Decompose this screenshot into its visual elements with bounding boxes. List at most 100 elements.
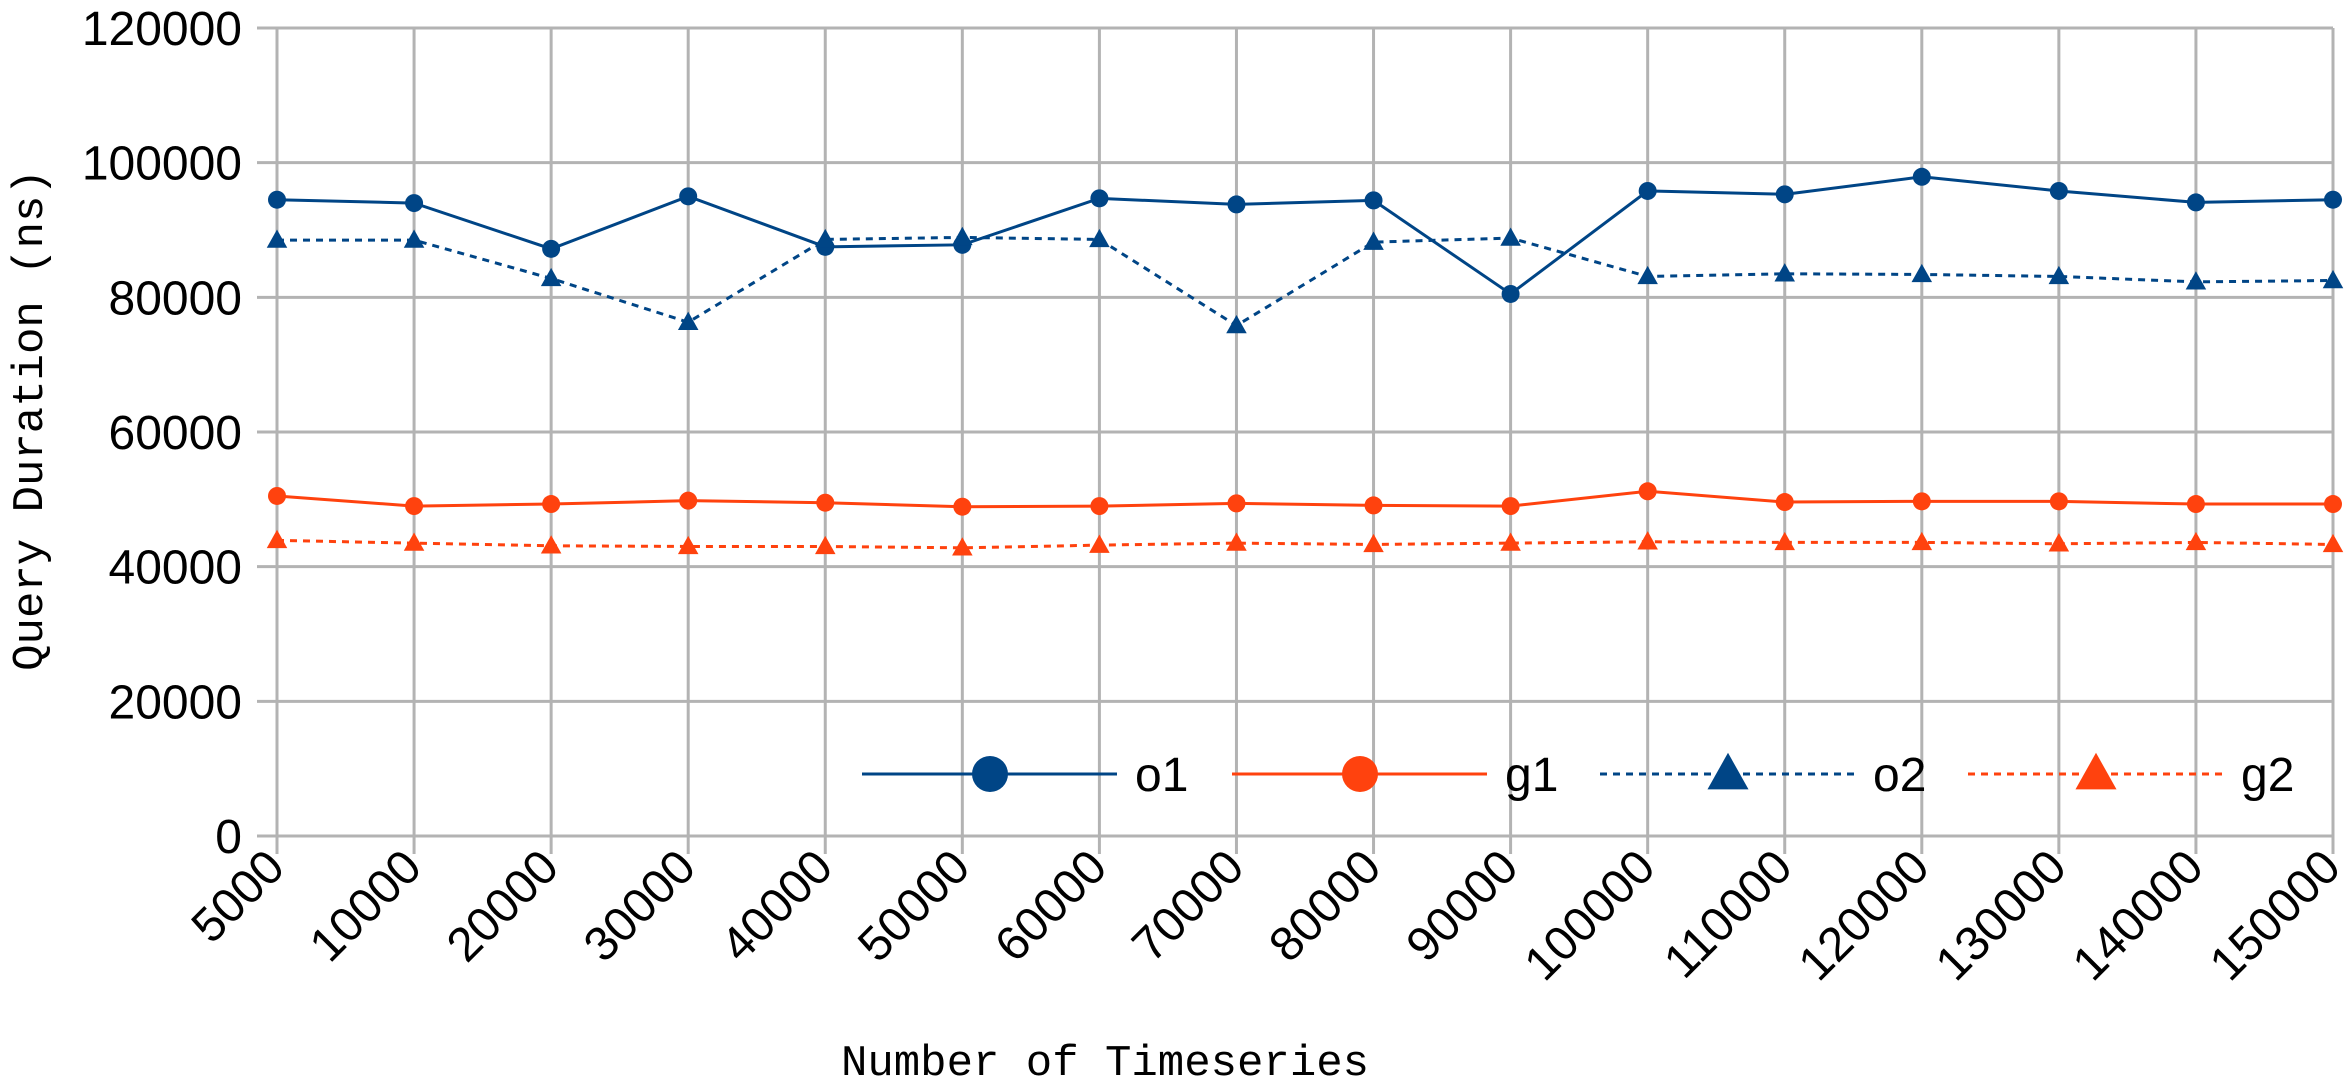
data-point-o2	[2185, 271, 2207, 290]
grid-lines	[257, 26, 2335, 854]
data-point-g2	[1774, 531, 1795, 551]
data-point-o2	[677, 311, 699, 330]
x-tick-label: 130000	[1926, 840, 2077, 991]
y-tick-label: 120000	[82, 3, 242, 56]
y-tick-label: 40000	[109, 542, 242, 595]
x-tick-label: 50000	[848, 840, 980, 972]
y-axis-title: Query Duration (ns)	[6, 169, 56, 671]
data-point-g2	[1911, 531, 1933, 551]
data-point-g2	[1500, 532, 1521, 551]
data-point-g2	[1637, 531, 1658, 550]
data-point-o1	[405, 194, 424, 213]
data-point-g2	[1363, 533, 1384, 553]
data-point-g2	[1226, 532, 1247, 551]
x-tick-label: 60000	[985, 840, 1117, 972]
x-tick-label: 120000	[1789, 840, 1940, 991]
data-point-g2	[540, 535, 562, 554]
x-tick-label: 100000	[1515, 840, 1666, 991]
data-point-g1	[1364, 496, 1383, 515]
data-point-o2	[952, 226, 973, 246]
y-tick-label: 60000	[109, 407, 242, 460]
y-tick-label: 20000	[109, 676, 242, 729]
data-point-o2	[1226, 315, 1247, 334]
legend-item-g2: g2	[1968, 749, 2294, 802]
data-point-g1	[405, 497, 424, 516]
data-point-g1	[1090, 497, 1109, 516]
series-g1	[268, 482, 2342, 516]
data-point-o1	[542, 239, 561, 258]
legend-label: g1	[1505, 749, 1558, 802]
data-point-o2	[1911, 263, 1933, 283]
legend: o1 g1 o2 g2	[862, 749, 2294, 802]
x-tick-label: 150000	[2200, 840, 2346, 991]
data-point-o2	[1774, 263, 1795, 282]
data-point-o2	[540, 267, 562, 287]
data-point-o2	[403, 229, 425, 248]
x-tick-label: 140000	[2063, 840, 2214, 991]
x-axis-tick-labels: 5000 10000 20000 30000 40000 50000 60000 70000 8…	[182, 840, 2346, 991]
legend-marker-g2	[2075, 752, 2117, 790]
y-axis-tick-labels: 0 20000 40000 60000 80000 100000 120000	[82, 3, 242, 864]
data-point-o1	[1775, 185, 1794, 204]
data-point-o1	[1912, 167, 1931, 186]
x-tick-label: 90000	[1397, 840, 1529, 972]
data-point-o1	[679, 187, 698, 206]
data-point-g2	[2048, 533, 2070, 552]
series-line-o1	[276, 175, 2334, 296]
legend-item-o1: o1	[862, 749, 1188, 802]
data-point-o1	[268, 190, 286, 209]
data-point-g1	[268, 486, 286, 505]
data-point-g2	[2322, 533, 2344, 553]
series-o2	[266, 226, 2344, 334]
legend-marker-g1	[1342, 756, 1378, 792]
data-point-o1	[2324, 190, 2342, 209]
data-point-o2	[2322, 269, 2344, 289]
series-line-o2	[277, 235, 2334, 328]
series-layer	[266, 167, 2344, 556]
data-point-o1	[1501, 284, 1520, 303]
data-point-g1	[1227, 494, 1246, 513]
x-axis-title: Number of Timeseries	[841, 1039, 1369, 1082]
legend-label: o1	[1135, 749, 1188, 802]
series-line-g2	[276, 538, 2334, 550]
data-point-g2	[2185, 531, 2207, 551]
x-tick-label: 80000	[1259, 840, 1391, 972]
data-point-g2	[677, 535, 699, 555]
x-tick-label: 70000	[1122, 840, 1254, 972]
y-tick-label: 100000	[82, 138, 242, 191]
data-point-o1	[2049, 181, 2068, 200]
x-tick-label: 10000	[300, 840, 432, 972]
legend-item-g1: g1	[1232, 749, 1558, 802]
x-tick-label: 30000	[574, 840, 706, 972]
data-point-g1	[2049, 492, 2068, 511]
data-point-g1	[953, 497, 972, 516]
data-point-o2	[266, 229, 288, 248]
data-point-o1	[1364, 191, 1383, 210]
data-point-o1	[1638, 181, 1657, 200]
y-tick-label: 80000	[109, 272, 242, 325]
data-point-o1	[1090, 189, 1109, 208]
legend-marker-o2	[1707, 752, 1749, 790]
data-point-g1	[1501, 497, 1520, 516]
data-point-g2	[1089, 534, 1110, 553]
series-line-g1	[276, 489, 2333, 509]
data-point-g1	[2324, 495, 2342, 514]
series-g2	[266, 529, 2344, 556]
data-point-g1	[1912, 492, 1931, 511]
data-point-g1	[816, 493, 835, 512]
data-point-o2	[815, 228, 836, 248]
data-point-g2	[815, 535, 836, 555]
x-tick-label: 20000	[437, 840, 569, 972]
data-point-g1	[1775, 493, 1794, 512]
data-point-o1	[1227, 195, 1246, 214]
legend-label: g2	[2241, 749, 2294, 802]
data-point-o2	[1637, 265, 1658, 285]
legend-marker-o1	[972, 756, 1008, 792]
legend-item-o2: o2	[1600, 749, 1926, 802]
data-point-g1	[1638, 482, 1657, 501]
data-point-g1	[2186, 495, 2205, 514]
x-tick-label: 110000	[1654, 840, 1802, 988]
data-point-g2	[952, 537, 973, 556]
x-tick-label: 40000	[711, 840, 843, 972]
